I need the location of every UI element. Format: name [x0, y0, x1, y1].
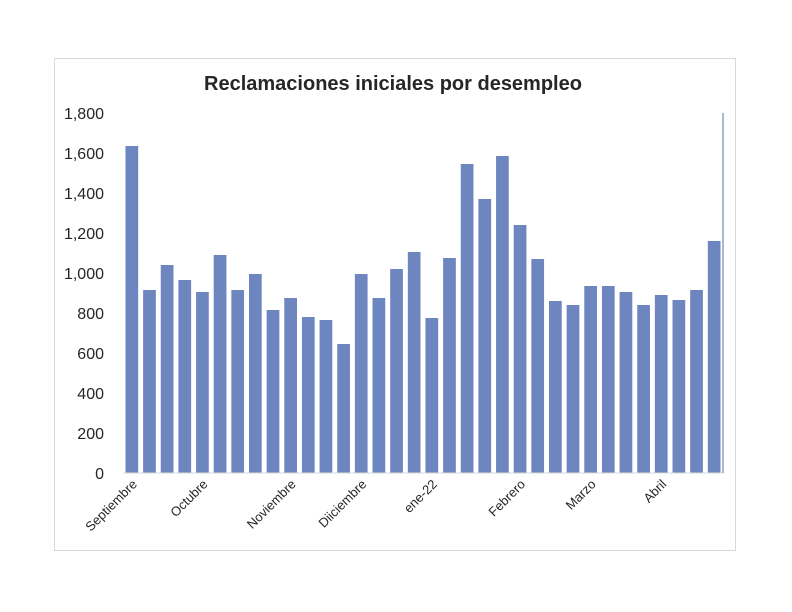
x-category-label: Abril: [640, 476, 669, 505]
bar: [531, 259, 545, 473]
bar: [637, 305, 650, 473]
x-category-label: Noviembre: [244, 477, 299, 532]
chart-title: Reclamaciones iniciales por desempleo: [204, 73, 582, 95]
bar: [143, 290, 156, 473]
bar: [319, 320, 333, 473]
y-tick-label: 600: [77, 346, 104, 363]
bar: [196, 292, 209, 473]
bar: [549, 301, 562, 473]
y-axis-tick-labels: 0 200 400 600 800 1,000 1,200 1,400 1,600 1,800: [64, 106, 104, 483]
bar: [284, 298, 297, 473]
x-category-label: Octubre: [167, 477, 210, 520]
x-category-label: Diiciembre: [315, 477, 369, 531]
y-tick-label: 1,800: [64, 106, 104, 123]
chart-frame: Reclamaciones iniciales por desempleo 0 2…: [54, 58, 736, 551]
bar-series: [125, 146, 721, 473]
bar: [390, 269, 403, 473]
y-tick-label: 200: [77, 426, 104, 443]
bar: [443, 258, 456, 473]
x-category-label: Febrero: [485, 477, 528, 520]
y-tick-label: 1,400: [64, 186, 104, 203]
bar: [601, 286, 615, 473]
bar: [425, 318, 439, 473]
x-category-label: Septiembre: [82, 477, 140, 535]
x-axis-category-labels: Septiembre Octubre Noviembre Diiciembre ene-…: [82, 476, 669, 534]
bar: [213, 255, 227, 473]
bar: [178, 280, 192, 473]
bar: [301, 317, 315, 473]
bar: [231, 290, 245, 473]
bar: [125, 146, 139, 473]
bar: [566, 305, 580, 473]
bar: [372, 298, 386, 473]
y-tick-label: 1,200: [64, 226, 104, 243]
y-tick-label: 800: [77, 306, 104, 323]
bar: [584, 286, 597, 473]
bar: [460, 164, 474, 473]
bar: [160, 265, 174, 473]
y-tick-label: 0: [95, 466, 104, 483]
y-tick-label: 1,600: [64, 146, 104, 163]
bar: [707, 241, 721, 473]
x-category-label: Marzo: [563, 477, 599, 513]
bar: [354, 274, 368, 473]
bar: [407, 252, 421, 473]
bar: [513, 225, 527, 473]
bar: [690, 290, 703, 473]
bar: [337, 344, 350, 473]
bar: [266, 310, 280, 473]
bar: [496, 156, 509, 473]
bar: [249, 274, 262, 473]
bar: [619, 292, 633, 473]
bar: [478, 199, 492, 473]
x-category-label: ene-22: [401, 477, 440, 516]
y-tick-label: 1,000: [64, 266, 104, 283]
y-tick-label: 400: [77, 386, 104, 403]
bar: [672, 300, 686, 473]
bar: [654, 295, 668, 473]
